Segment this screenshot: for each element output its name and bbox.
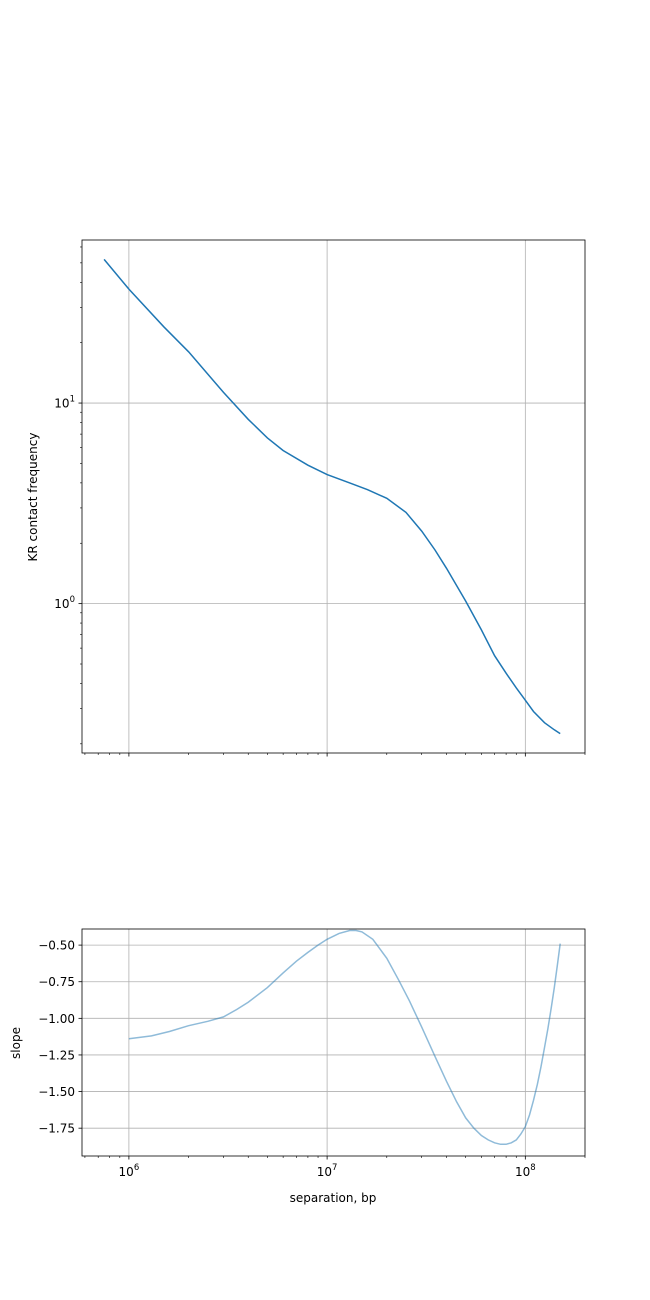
y-tick-label: −0.75 <box>38 975 75 989</box>
y-tick-label: −1.25 <box>38 1048 75 1062</box>
y-axis-label: KR contact frequency <box>26 433 40 562</box>
y-tick-label: 101 <box>54 395 75 411</box>
x-tick-label: 107 <box>317 1163 338 1179</box>
y-tick-label: −1.00 <box>38 1012 75 1026</box>
x-tick-label: 106 <box>119 1163 140 1179</box>
grid <box>82 929 585 1156</box>
plot-frame <box>81 239 586 754</box>
slope-line <box>128 929 561 1146</box>
y-tick-label: −1.75 <box>38 1122 75 1136</box>
x-tick-label: 108 <box>515 1163 536 1179</box>
grid <box>82 240 585 753</box>
contact-frequency-chart: 100 101 KR contact frequency <box>26 239 586 757</box>
y-tick-label: 100 <box>54 595 75 611</box>
contact-frequency-line <box>103 258 561 735</box>
y-tick-label: −1.50 <box>38 1085 75 1099</box>
y-tick-label: −0.50 <box>38 939 75 953</box>
ticks: 106 107 108 −0.50 −0.75 −1.00 −1.25 −1.50 −1.75 <box>38 939 586 1179</box>
ticks: 100 101 <box>54 246 586 757</box>
y-axis-label: slope <box>9 1027 23 1059</box>
x-axis-label: separation, bp <box>290 1191 377 1205</box>
plot-frame <box>81 928 586 1157</box>
slope-chart: 106 107 108−0.50−0.75−1.00−1.25−1.50−1.75 … <box>9 928 586 1205</box>
